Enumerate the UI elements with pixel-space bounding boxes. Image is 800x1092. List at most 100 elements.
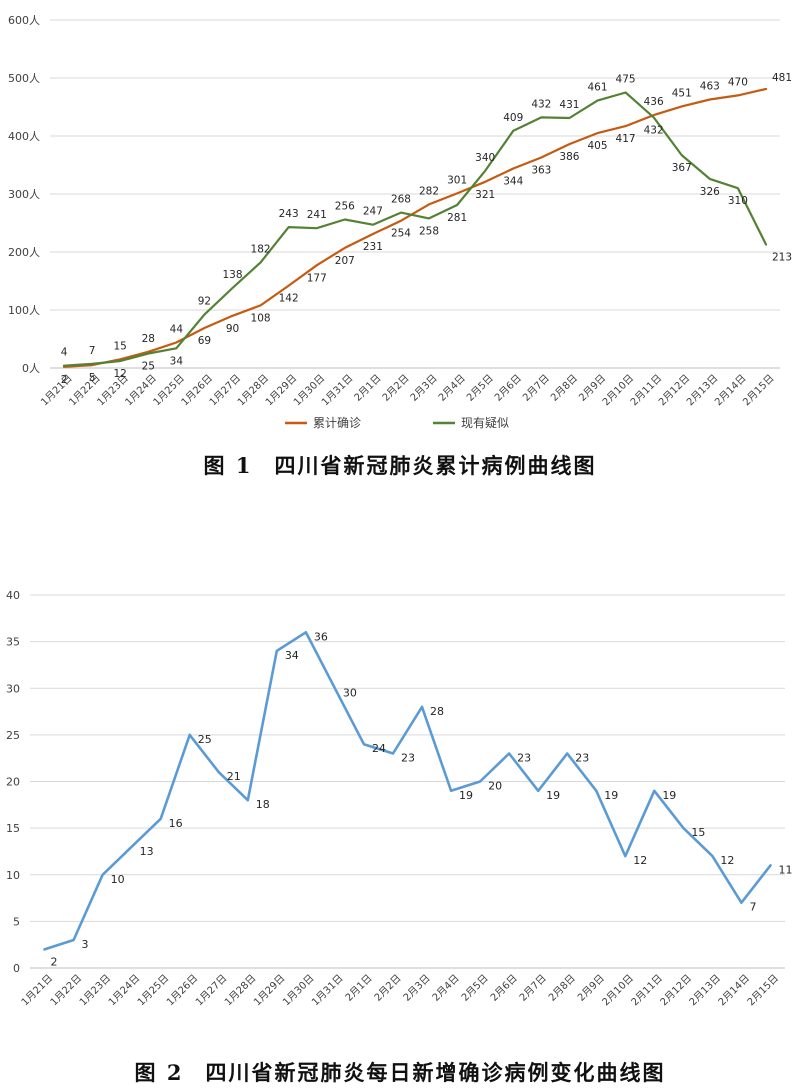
data-label: 30 bbox=[343, 686, 357, 699]
data-label: 243 bbox=[279, 208, 299, 220]
data-label: 25 bbox=[142, 361, 155, 373]
x-tick-label: 2月6日 bbox=[492, 372, 524, 404]
y-tick-label: 20 bbox=[6, 776, 20, 789]
data-label: 108 bbox=[251, 312, 271, 324]
data-label: 2 bbox=[61, 374, 68, 386]
data-label: 18 bbox=[256, 798, 270, 811]
data-label: 254 bbox=[391, 228, 411, 240]
data-label: 386 bbox=[559, 151, 579, 163]
x-tick-label: 2月1日 bbox=[352, 372, 384, 404]
x-tick-label: 2月8日 bbox=[546, 972, 578, 1004]
data-label: 432 bbox=[531, 98, 551, 110]
figure1-caption: 图 1 四川省新冠肺炎累计病例曲线图 bbox=[0, 450, 800, 480]
x-tick-label: 2月3日 bbox=[401, 972, 433, 1004]
figure2-title: 四川省新冠肺炎每日新增确诊病例变化曲线图 bbox=[205, 1060, 666, 1085]
x-tick-label: 2月4日 bbox=[430, 972, 462, 1004]
data-label: 367 bbox=[672, 162, 692, 174]
data-label: 142 bbox=[279, 293, 299, 305]
data-label: 25 bbox=[198, 733, 212, 746]
data-label: 7 bbox=[89, 345, 96, 357]
data-label: 21 bbox=[227, 770, 241, 783]
x-tick-label: 2月6日 bbox=[488, 972, 520, 1004]
data-label: 461 bbox=[587, 82, 607, 94]
data-label: 36 bbox=[314, 630, 328, 643]
data-label: 247 bbox=[363, 206, 383, 218]
data-label: 436 bbox=[644, 96, 664, 108]
y-tick-label: 500人 bbox=[8, 72, 40, 85]
data-label: 28 bbox=[430, 705, 444, 718]
x-tick-label: 2月2日 bbox=[380, 372, 412, 404]
data-label: 5 bbox=[89, 372, 96, 384]
figure1-label: 图 1 bbox=[203, 453, 253, 478]
data-label: 405 bbox=[587, 140, 607, 152]
data-label: 431 bbox=[559, 99, 579, 111]
data-label: 16 bbox=[169, 817, 183, 830]
data-label: 90 bbox=[226, 323, 239, 335]
data-label: 301 bbox=[447, 174, 467, 186]
data-label: 12 bbox=[633, 854, 647, 867]
x-tick-label: 2月15日 bbox=[745, 972, 781, 1008]
y-tick-label: 100人 bbox=[8, 304, 40, 317]
chart2-data-labels: 2310131625211834363024232819202319231912… bbox=[51, 630, 793, 968]
data-label: 3 bbox=[82, 938, 89, 951]
data-label: 409 bbox=[503, 112, 523, 124]
data-label: 12 bbox=[114, 368, 127, 380]
data-label: 11 bbox=[778, 863, 792, 876]
y-tick-label: 25 bbox=[6, 729, 20, 742]
y-tick-label: 5 bbox=[13, 915, 20, 928]
figure2-caption: 图 2 四川省新冠肺炎每日新增确诊病例变化曲线图 bbox=[0, 1057, 800, 1087]
data-label: 310 bbox=[728, 195, 748, 207]
data-label: 92 bbox=[198, 296, 211, 308]
series-line bbox=[62, 91, 768, 367]
data-label: 4 bbox=[61, 347, 68, 359]
data-label: 34 bbox=[170, 355, 184, 367]
x-tick-label: 2月1日 bbox=[343, 972, 375, 1004]
data-label: 231 bbox=[363, 241, 383, 253]
data-label: 182 bbox=[251, 243, 271, 255]
y-tick-label: 600人 bbox=[8, 14, 40, 27]
y-tick-label: 300人 bbox=[8, 188, 40, 201]
data-label: 12 bbox=[720, 854, 734, 867]
legend-label: 累计确诊 bbox=[313, 416, 361, 430]
data-label: 268 bbox=[391, 194, 411, 206]
data-label: 417 bbox=[616, 133, 636, 145]
data-label: 69 bbox=[198, 335, 211, 347]
data-label: 19 bbox=[546, 789, 560, 802]
chart1-legend: 累计确诊 现有疑似 bbox=[285, 415, 509, 430]
chart1-data-labels: 2 515284469901081421772072312542823013213… bbox=[61, 72, 792, 386]
data-label: 241 bbox=[307, 209, 327, 221]
chart1-series bbox=[62, 87, 768, 368]
data-label: 481 bbox=[772, 72, 792, 84]
data-label: 34 bbox=[285, 649, 299, 662]
data-label: 281 bbox=[447, 212, 467, 224]
x-tick-label: 1月26日 bbox=[164, 972, 200, 1008]
data-label: 13 bbox=[140, 845, 154, 858]
data-label: 326 bbox=[700, 186, 720, 198]
chart2-x-axis: 1月21日1月22日1月23日1月24日1月25日1月26日1月27日1月28日… bbox=[19, 972, 781, 1008]
data-label: 19 bbox=[459, 789, 473, 802]
y-tick-label: 0人 bbox=[22, 362, 40, 375]
data-label: 44 bbox=[170, 323, 184, 335]
data-label: 256 bbox=[335, 201, 355, 213]
x-tick-label: 2月5日 bbox=[459, 972, 491, 1004]
daily-new-cases-chart: 0 5 10 15 20 25 30 35 40 1月21日1月22日1月23日1月24日1月2… bbox=[6, 589, 793, 1008]
data-label: 340 bbox=[475, 152, 495, 164]
data-label: 463 bbox=[700, 80, 720, 92]
series-line bbox=[43, 631, 772, 951]
data-label: 207 bbox=[335, 255, 355, 267]
x-tick-label: 2月15日 bbox=[740, 372, 776, 408]
data-label: 258 bbox=[419, 225, 439, 237]
data-label: 432 bbox=[644, 124, 664, 136]
x-tick-label: 2月8日 bbox=[548, 372, 580, 404]
x-tick-label: 2月3日 bbox=[408, 372, 440, 404]
data-label: 23 bbox=[401, 752, 415, 765]
chart1-gridlines bbox=[50, 19, 780, 369]
data-label: 177 bbox=[307, 272, 327, 284]
data-label: 28 bbox=[142, 333, 155, 345]
data-label: 2 bbox=[51, 955, 58, 968]
y-tick-label: 35 bbox=[6, 636, 20, 649]
legend-label: 现有疑似 bbox=[461, 415, 509, 430]
x-tick-label: 1月31日 bbox=[309, 972, 345, 1008]
x-tick-label: 2月4日 bbox=[436, 372, 468, 404]
chart2-gridlines bbox=[30, 594, 785, 969]
